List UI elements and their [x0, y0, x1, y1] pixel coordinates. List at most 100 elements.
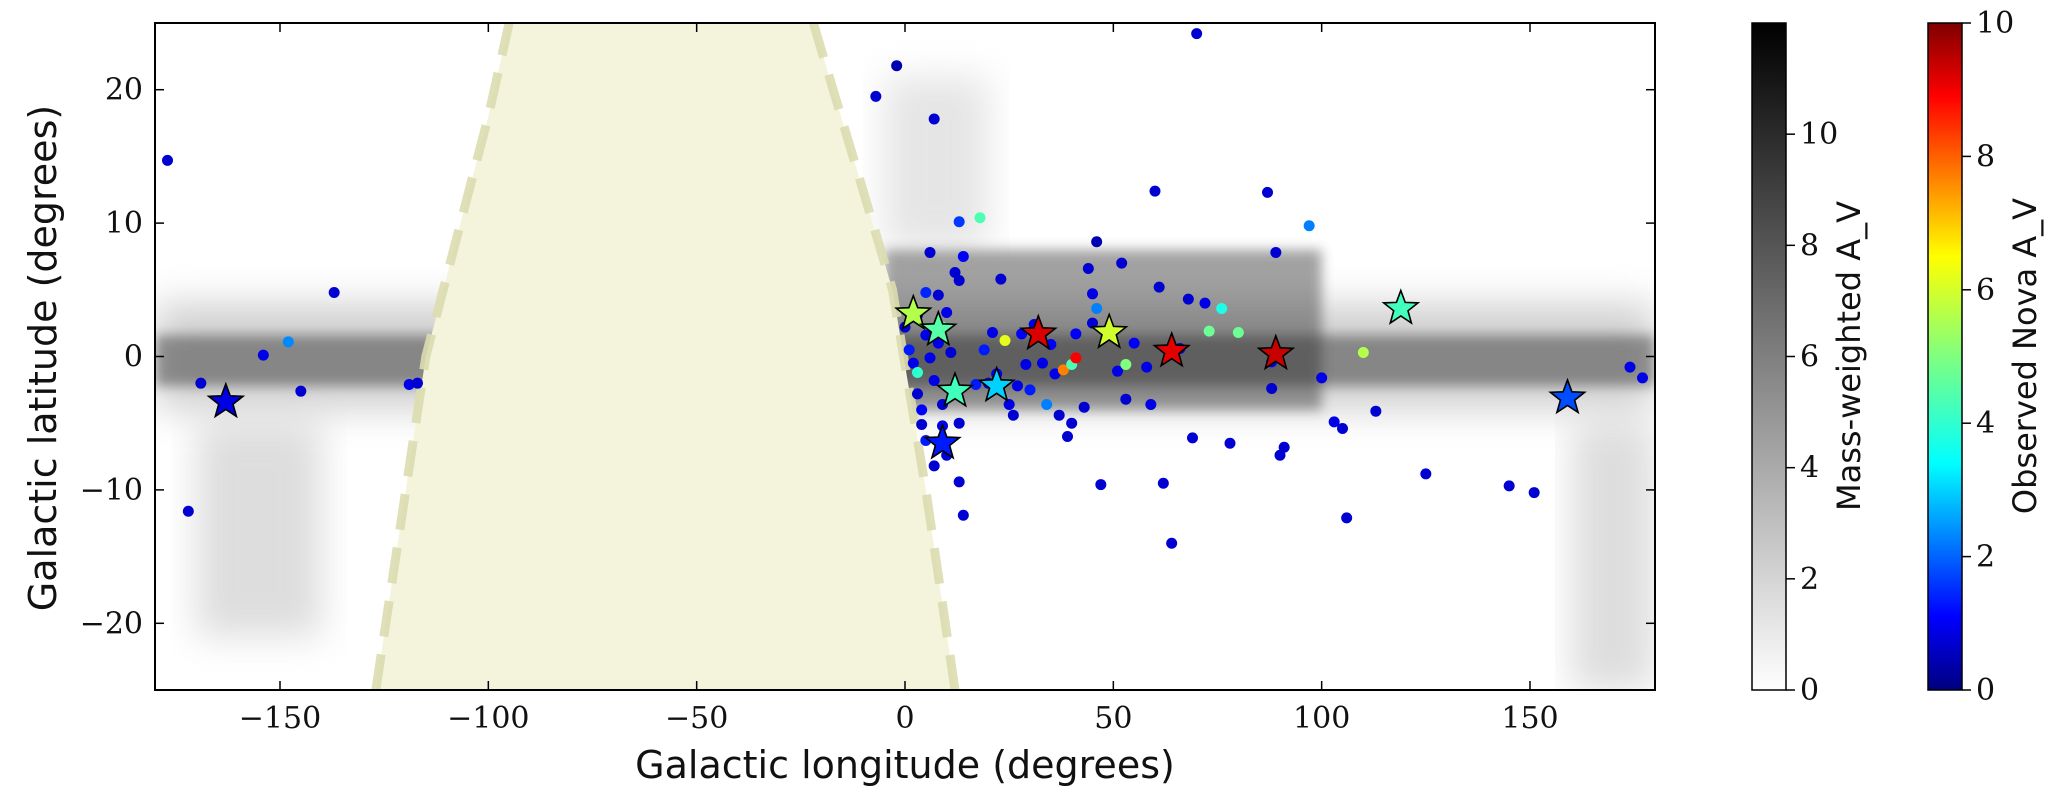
colorbar-tick-label: 8: [1800, 228, 1819, 263]
nova-dot: [941, 306, 953, 318]
nova-dot: [1328, 416, 1340, 428]
nova-dot: [1037, 357, 1048, 369]
nova-dot: [912, 388, 923, 400]
nova-dot: [974, 212, 986, 224]
nova-dot: [1203, 325, 1215, 337]
nova-dot: [1262, 186, 1273, 198]
nova-dot: [870, 90, 882, 102]
nova-dot: [195, 377, 207, 389]
nova-dot: [970, 379, 982, 391]
x-axis-ticks: −150 −100 −50 0 50 100 150: [239, 23, 1559, 736]
nova-dot: [920, 286, 932, 298]
nova-dot: [1095, 479, 1107, 491]
nova-dot: [1007, 409, 1019, 421]
nova-dot: [1003, 399, 1015, 411]
nova-dot: [412, 377, 423, 389]
nova-star: [1152, 330, 1191, 368]
nova-star: [206, 381, 246, 419]
nova-dot: [928, 375, 940, 387]
nova-dot: [1041, 399, 1053, 411]
nova-dot: [257, 349, 269, 361]
nova-dot: [1062, 431, 1073, 443]
excluded-region: [371, 23, 960, 690]
nova-dot: [953, 417, 965, 429]
nova-dot: [928, 113, 940, 125]
nova-dot: [928, 460, 940, 472]
nova-stars: [206, 288, 1587, 460]
nova-dot: [932, 289, 944, 301]
nova-dot: [1020, 359, 1032, 371]
nova-dot: [953, 216, 965, 228]
nova-dot: [1116, 257, 1128, 269]
dust-upper-patch: [884, 76, 989, 250]
nova-dot: [924, 246, 936, 258]
y-tick-label: −20: [80, 606, 143, 641]
nova-dot: [328, 286, 340, 298]
nova-dot: [916, 419, 928, 431]
nova-star: [1381, 288, 1421, 325]
nova-dot: [957, 509, 969, 521]
nova-dot: [1624, 361, 1636, 373]
colorbar-tick-label: 2: [1976, 540, 1995, 575]
nova-dot: [1357, 346, 1369, 358]
nova-dot: [1232, 326, 1244, 338]
colorbar-tick-label: 0: [1976, 673, 1995, 708]
nova-dot: [1120, 393, 1132, 405]
nova-dot: [891, 60, 903, 72]
nova-dot: [1224, 437, 1236, 449]
nova-dot: [953, 274, 965, 286]
nova-dot: [1145, 399, 1157, 411]
nova-star: [977, 365, 1016, 403]
y-axis-ticks: −20 −10 0 10 20: [80, 73, 1655, 641]
nova-dot: [903, 344, 915, 356]
dust-lower-right-patch: [1571, 423, 1655, 690]
excluded-boundary-left: [371, 23, 514, 690]
nova-dot: [995, 273, 1007, 285]
nova-dot: [1120, 359, 1132, 371]
nova-dot: [1082, 262, 1094, 274]
nova-dot: [1087, 317, 1098, 329]
colorbar-jet-gradient: [1927, 22, 1963, 691]
excluded-boundary-right: [809, 23, 960, 690]
nova-dot: [1303, 220, 1315, 232]
nova-star: [923, 422, 962, 460]
excluded-region-fill: [375, 23, 955, 690]
nova-dot: [1337, 423, 1348, 435]
x-tick-label: −100: [447, 701, 529, 736]
nova-dot: [1024, 384, 1036, 396]
colorbar-tick-label: 2: [1800, 562, 1819, 597]
nova-dot: [920, 329, 932, 341]
nova-star: [1548, 377, 1587, 415]
nova-dot: [1141, 361, 1153, 373]
nova-dot: [1128, 337, 1140, 349]
colorbar-tick-label: 10: [1976, 6, 2014, 41]
nova-dot: [403, 379, 415, 391]
nova-dot: [932, 337, 944, 349]
nova-dot: [1420, 468, 1432, 480]
colorbar-grey-ticks: 0 2 4 6 8 10: [1786, 117, 1838, 708]
nova-dot: [1528, 487, 1540, 499]
nova-dot: [1637, 372, 1648, 384]
x-tick-label: 150: [1501, 701, 1558, 736]
colorbar-observed-nova: 0 2 4 6 8 10 Observed Nova A_V: [1927, 6, 2044, 708]
y-axis-label: Galactic latitude (degrees): [21, 105, 65, 611]
colorbar-tick-label: 10: [1800, 117, 1838, 152]
nova-dot: [953, 476, 965, 488]
nova-dot: [1199, 297, 1211, 309]
nova-dot: [924, 352, 936, 364]
nova-dot: [1053, 409, 1065, 421]
nova-dot: [912, 367, 923, 379]
dust-lower-left-patch: [196, 423, 322, 637]
colorbar-jet-ticks: 0 2 4 6 8 10: [1962, 6, 2014, 708]
x-axis-label: Galactic longitude (degrees): [635, 743, 1175, 787]
nova-dot: [916, 404, 928, 416]
nova-dot: [1157, 477, 1169, 489]
colorbar-grey-gradient: [1751, 22, 1787, 691]
colorbar-jet-label: Observed Nova A_V: [2006, 198, 2044, 514]
nova-dot: [1316, 372, 1328, 384]
nova-star: [1256, 333, 1296, 371]
nova-dot: [1503, 480, 1515, 492]
colorbar-tick-label: 4: [1800, 451, 1819, 486]
nova-dot: [1012, 380, 1023, 392]
